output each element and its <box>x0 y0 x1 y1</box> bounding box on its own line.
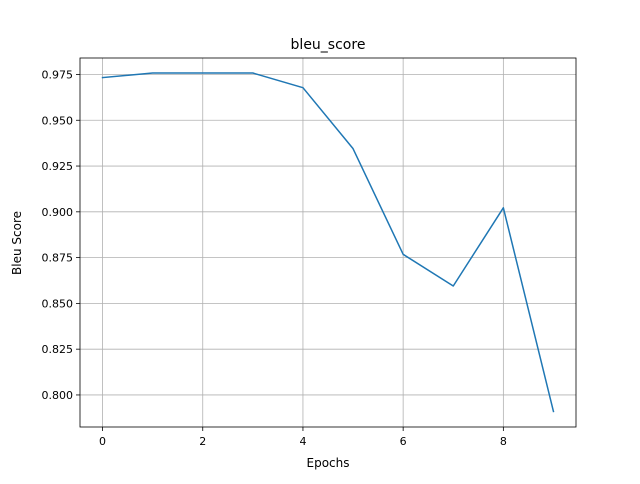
x-tick-label: 0 <box>99 435 106 448</box>
series-line <box>103 73 554 411</box>
y-tick-label: 0.850 <box>42 297 74 310</box>
y-tick-label: 0.900 <box>42 206 74 219</box>
plot-frame <box>80 58 576 427</box>
y-axis-ticks: 0.800 0.825 0.850 0.875 0.900 0.925 0.950 0.975 <box>42 68 81 401</box>
x-tick-label: 8 <box>500 435 507 448</box>
x-tick-label: 4 <box>299 435 306 448</box>
y-tick-label: 0.800 <box>42 389 74 402</box>
y-axis-label: Bleu Score <box>10 211 24 275</box>
x-axis-label: Epochs <box>307 456 350 470</box>
y-tick-label: 0.975 <box>42 68 74 81</box>
y-tick-label: 0.825 <box>42 343 74 356</box>
x-tick-label: 2 <box>199 435 206 448</box>
y-tick-label: 0.925 <box>42 160 74 173</box>
grid <box>80 58 576 427</box>
y-tick-label: 0.875 <box>42 252 74 265</box>
y-tick-label: 0.950 <box>42 114 74 127</box>
series-layer <box>103 73 554 411</box>
chart-title: bleu_score <box>291 37 366 53</box>
x-axis-ticks: 0 2 4 6 8 <box>99 427 507 448</box>
x-tick-label: 6 <box>400 435 407 448</box>
